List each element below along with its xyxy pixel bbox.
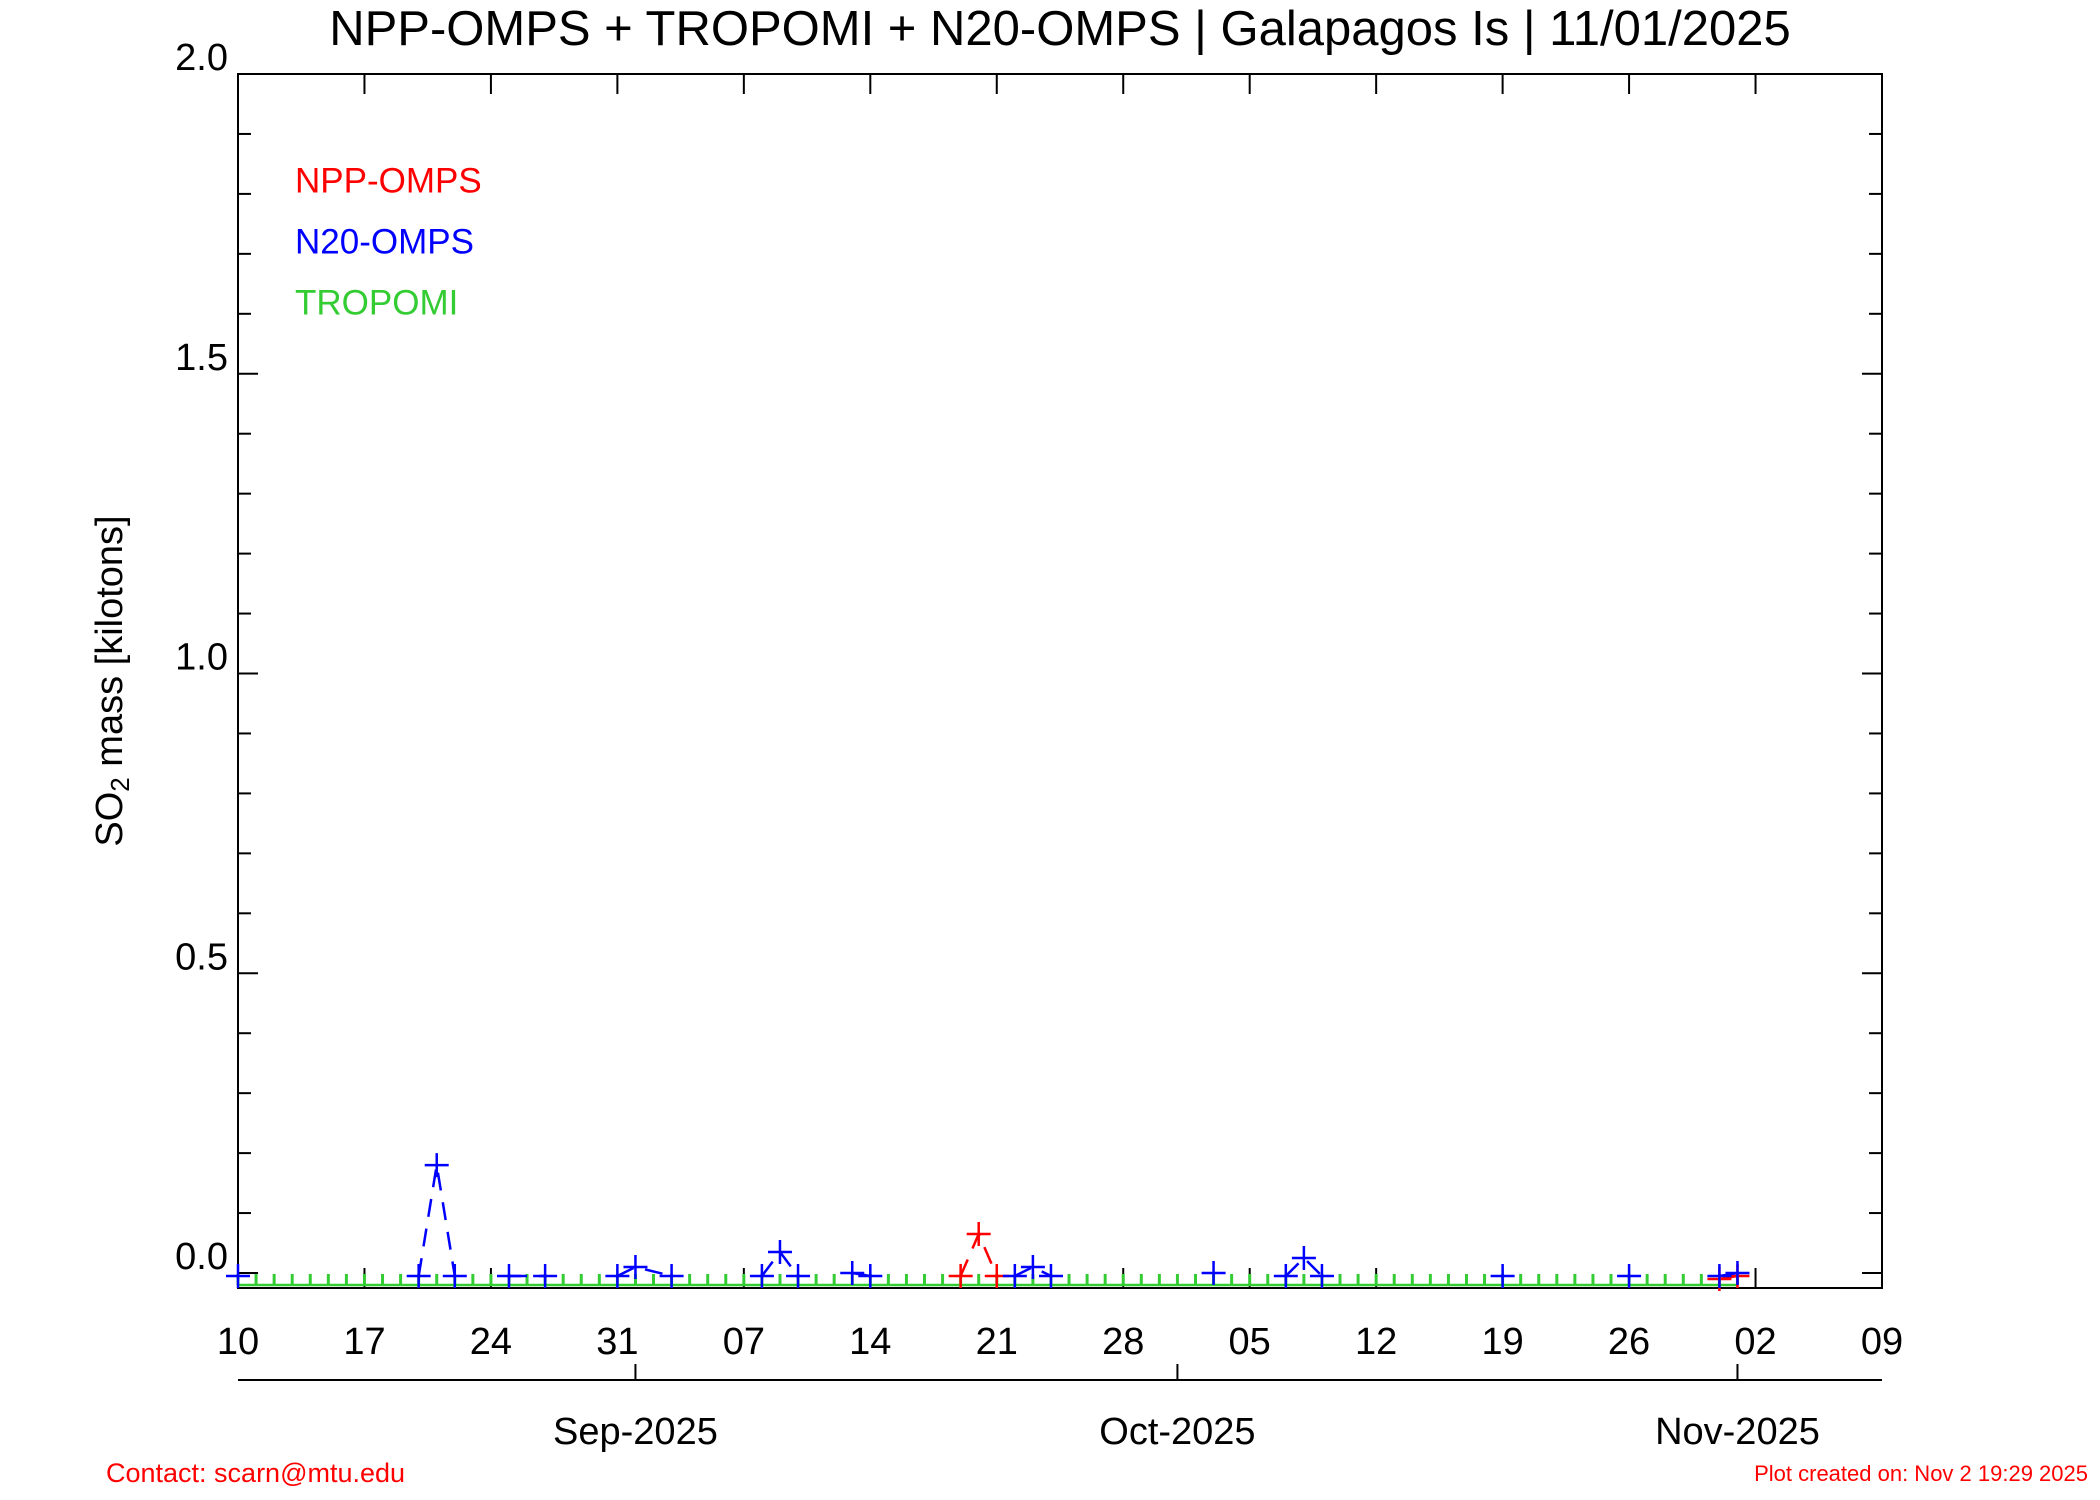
x-tick-label: 05 — [1229, 1321, 1271, 1363]
point-marker — [659, 1264, 684, 1289]
month-label: Oct-2025 — [1099, 1411, 1255, 1453]
point-marker — [767, 1240, 792, 1265]
point-marker — [1273, 1264, 1298, 1289]
y-tick-label: 2.0 — [175, 37, 228, 79]
x-tick-label: 31 — [596, 1321, 638, 1363]
y-tick-label: 0.0 — [175, 1236, 228, 1278]
y-tick-label: 0.5 — [175, 936, 228, 978]
point-marker — [1707, 1264, 1732, 1289]
x-tick-label: 10 — [217, 1321, 259, 1363]
x-tick-label: 28 — [1102, 1321, 1144, 1363]
month-label: Nov-2025 — [1655, 1411, 1820, 1453]
footer-created: Plot created on: Nov 2 19:29 2025 — [1754, 1461, 2088, 1486]
point-marker — [496, 1264, 521, 1289]
legend-entry: TROPOMI — [295, 283, 458, 322]
point-marker — [442, 1264, 467, 1289]
x-tick-label: 12 — [1355, 1321, 1397, 1363]
point-marker — [858, 1264, 883, 1289]
point-marker — [948, 1264, 973, 1289]
month-label: Sep-2025 — [553, 1411, 718, 1453]
legend-entry: NPP-OMPS — [295, 161, 482, 200]
x-tick-label: 26 — [1608, 1321, 1650, 1363]
y-tick-label: 1.5 — [175, 337, 228, 379]
point-marker — [1309, 1264, 1334, 1289]
point-marker — [1002, 1264, 1027, 1289]
plot-frame — [237, 73, 1883, 1289]
point-marker — [840, 1261, 865, 1286]
point-marker — [226, 1264, 250, 1289]
point-marker — [786, 1264, 811, 1289]
x-tick-label: 07 — [723, 1321, 765, 1363]
point-marker — [1291, 1246, 1316, 1271]
point-marker — [966, 1222, 991, 1247]
x-tick-label: 02 — [1734, 1321, 1776, 1363]
point-marker — [1617, 1264, 1642, 1289]
series-line — [959, 1230, 1738, 1281]
x-tick-label: 09 — [1861, 1321, 1903, 1363]
point-marker — [424, 1153, 449, 1178]
point-marker — [1020, 1255, 1045, 1280]
chart-title: NPP-OMPS + TROPOMI + N20-OMPS | Galapago… — [329, 2, 1791, 56]
point-marker — [1725, 1261, 1750, 1286]
point-marker — [623, 1255, 648, 1280]
x-tick-label: 17 — [343, 1321, 385, 1363]
x-tick-label: 14 — [849, 1321, 891, 1363]
x-tick-label: 24 — [470, 1321, 512, 1363]
point-marker — [406, 1264, 431, 1289]
point-marker — [1490, 1264, 1515, 1289]
legend-entry: N20-OMPS — [295, 222, 474, 261]
footer-contact: Contact: scarn@mtu.edu — [106, 1458, 405, 1488]
point-marker — [1038, 1264, 1063, 1289]
y-axis-label: SO2 mass [kilotons] — [89, 515, 135, 846]
point-marker — [749, 1264, 774, 1289]
series-line — [417, 1164, 1738, 1278]
point-marker — [533, 1264, 558, 1289]
point-marker — [1201, 1261, 1226, 1286]
point-marker — [605, 1264, 630, 1289]
y-label-main: SO — [89, 792, 131, 847]
x-tick-label: 19 — [1481, 1321, 1523, 1363]
y-label-sub: 2 — [105, 777, 135, 791]
y-tick-label: 1.0 — [175, 637, 228, 679]
y-label-rest: mass [kilotons] — [89, 515, 131, 777]
x-tick-label: 21 — [976, 1321, 1018, 1363]
